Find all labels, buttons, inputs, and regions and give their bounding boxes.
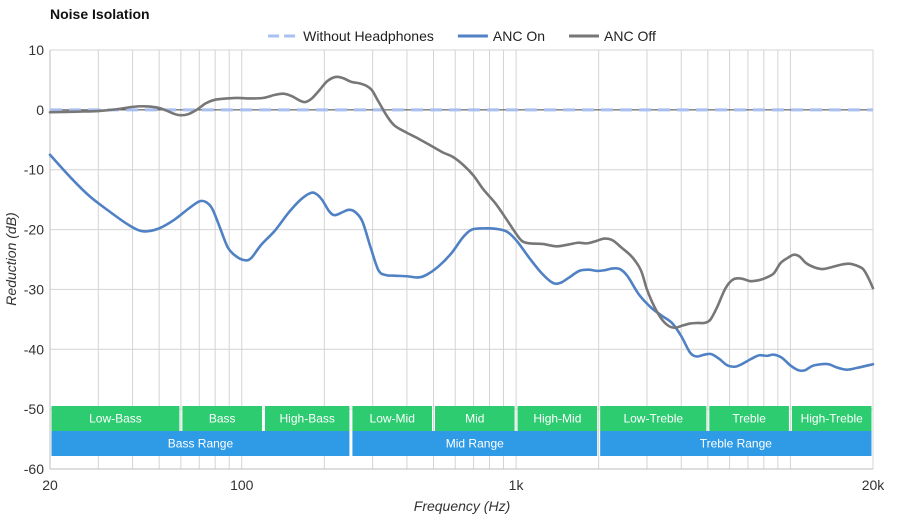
band-box xyxy=(709,406,789,431)
band-bass-range: Bass Range xyxy=(51,431,350,456)
x-axis-tick-labels: 20 100 1k 20k xyxy=(42,477,885,493)
band-treble: Treble xyxy=(709,406,789,431)
frequency-ranges: Bass Range Mid Range Treble Range xyxy=(51,431,872,456)
band-mid-range: Mid Range xyxy=(352,431,598,456)
band-label: Bass xyxy=(209,412,236,426)
y-tick-label: -60 xyxy=(24,461,44,477)
band-label: Mid xyxy=(465,412,484,426)
band-box xyxy=(435,406,515,431)
band-low-treble: Low-Treble xyxy=(600,406,707,431)
y-tick-label: 10 xyxy=(28,42,44,58)
series-line-anc-off xyxy=(48,75,875,330)
band-bass: Bass xyxy=(182,406,262,431)
x-tick-label: 100 xyxy=(230,477,254,493)
legend-label: Without Headphones xyxy=(303,28,434,44)
minor-gridlines xyxy=(97,50,791,469)
band-label: Treble Range xyxy=(700,437,773,451)
band-box xyxy=(51,431,350,456)
band-high-bass: High-Bass xyxy=(264,406,350,431)
band-box xyxy=(791,406,872,431)
band-label: Treble xyxy=(732,412,766,426)
band-high-mid: High-Mid xyxy=(517,406,598,431)
y-tick-label: -10 xyxy=(24,162,44,178)
band-box xyxy=(517,406,598,431)
band-box xyxy=(182,406,262,431)
y-tick-label: -50 xyxy=(24,401,44,417)
legend-item-without-headphones[interactable]: Without Headphones xyxy=(268,28,434,44)
band-box xyxy=(600,406,707,431)
y-tick-label: 0 xyxy=(36,102,44,118)
legend-item-anc-on[interactable]: ANC On xyxy=(457,28,545,44)
band-label: Low-Bass xyxy=(89,412,142,426)
y-tick-label: -30 xyxy=(24,281,44,297)
x-tick-label: 1k xyxy=(509,477,525,493)
band-box xyxy=(600,431,872,456)
y-tick-label: -20 xyxy=(24,222,44,238)
series-lines xyxy=(48,75,875,373)
band-treble-range: Treble Range xyxy=(600,431,872,456)
band-label: Mid Range xyxy=(446,437,504,451)
band-label: Low-Treble xyxy=(623,412,683,426)
x-tick-label: 20 xyxy=(42,477,58,493)
band-label: High-Bass xyxy=(280,412,335,426)
band-high-treble: High-Treble xyxy=(791,406,872,431)
band-label: Bass Range xyxy=(168,437,234,451)
legend-item-anc-off[interactable]: ANC Off xyxy=(569,28,656,44)
band-box xyxy=(352,406,433,431)
band-box xyxy=(264,406,350,431)
band-low-bass: Low-Bass xyxy=(51,406,180,431)
chart-title: Noise Isolation xyxy=(50,6,150,22)
series-line-anc-on xyxy=(48,153,875,373)
band-box xyxy=(352,431,598,456)
band-low-mid: Low-Mid xyxy=(352,406,433,431)
legend-label: ANC Off xyxy=(604,28,656,44)
band-label: Low-Mid xyxy=(370,412,415,426)
band-mid: Mid xyxy=(435,406,515,431)
y-tick-label: -40 xyxy=(24,341,44,357)
frequency-bands: Low-Bass Bass High-Bass Low-Mid Mid High-Mid L… xyxy=(51,406,872,431)
band-label: High-Mid xyxy=(533,412,581,426)
legend: Without Headphones ANC On ANC Off xyxy=(268,28,656,44)
band-box xyxy=(51,406,180,431)
band-label: High-Treble xyxy=(801,412,864,426)
y-axis-title: Reduction (dB) xyxy=(3,212,19,305)
x-axis-title: Frequency (Hz) xyxy=(414,498,510,514)
x-tick-label: 20k xyxy=(862,477,886,493)
y-axis-tick-labels: 10 0 -10 -20 -30 -40 -50 -60 xyxy=(24,42,44,477)
legend-label: ANC On xyxy=(493,28,545,44)
